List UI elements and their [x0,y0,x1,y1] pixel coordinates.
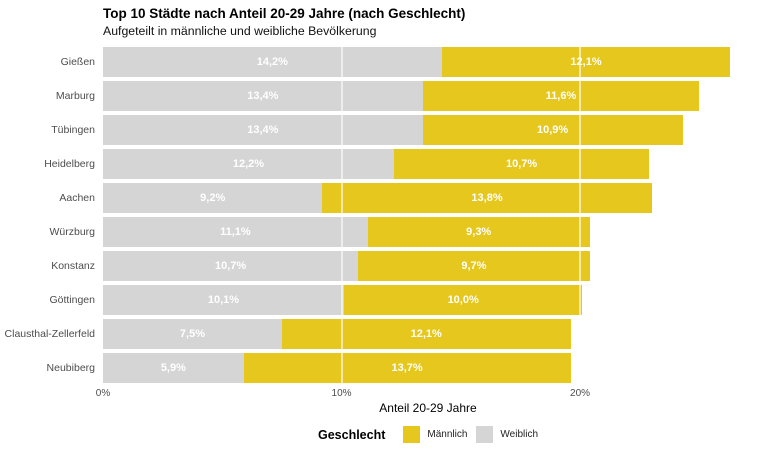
legend-swatch-male [403,426,421,443]
value-label: 10,1% [207,294,240,306]
bar-segment-male: 9,3% [367,217,590,247]
bar-row: Würzburg 11,1% 9,3% [0,215,768,249]
value-label: 11,6% [545,90,577,102]
plot-panel: Gießen 14,2% 12,1% Marburg 13,4% 11,6% Tübinge… [0,45,768,385]
bar-segment-female: 11,1% [103,217,368,247]
bar-segment-male: 12,1% [441,47,731,77]
x-tick-label: 0% [95,388,111,399]
bar-segment-female: 10,7% [103,251,359,281]
chart-title: Top 10 Städte nach Anteil 20-29 Jahre (n… [103,6,466,21]
value-label: 13,8% [471,192,503,204]
bar-row: Aachen 9,2% 13,8% [0,181,768,215]
gridline [579,45,582,385]
value-label: 9,3% [466,226,492,238]
bar-segment-male: 10,0% [343,285,583,315]
legend-swatch-female [476,426,494,443]
value-label: 10,7% [506,158,538,170]
value-label: 10,7% [215,260,247,272]
bar-segment-female: 13,4% [103,81,423,111]
value-label: 12,1% [570,56,602,68]
bar-segment-male: 13,8% [322,183,652,213]
chart-subtitle: Aufgeteilt in männliche und weibliche Be… [103,24,377,38]
legend-label: Weiblich [500,429,539,440]
bar-segment-male: 10,7% [394,149,650,179]
legend-title: Geschlecht [317,427,386,442]
bar-row: Göttingen 10,1% 10,0% [0,283,768,317]
bar-row: Heidelberg 12,2% 10,7% [0,147,768,181]
bar-track: 10,7% 9,7% [103,251,753,281]
value-label: 5,9% [160,362,186,374]
bar-segment-female: 14,2% [103,47,442,77]
bar-segment-female: 10,1% [103,285,344,315]
category-label: Heidelberg [44,158,95,170]
category-label: Aachen [59,192,95,204]
bar-segment-female: 12,2% [103,149,394,179]
legend-item: Weiblich [476,426,538,443]
legend-label: Männlich [427,429,468,440]
value-label: 9,2% [200,192,226,204]
category-label: Neubiberg [46,362,95,374]
bar-track: 10,1% 10,0% [103,285,753,315]
value-label: 9,7% [461,260,487,272]
bar-track: 14,2% 12,1% [103,47,753,77]
value-label: 13,4% [247,90,279,102]
bar-track: 12,2% 10,7% [103,149,753,179]
bar-row: Neubiberg 5,9% 13,7% [0,351,768,385]
bar-row: Tübingen 13,4% 10,9% [0,113,768,147]
bar-track: 5,9% 13,7% [103,353,753,383]
bar-row: Marburg 13,4% 11,6% [0,79,768,113]
bar-track: 13,4% 10,9% [103,115,753,145]
x-tick-label: 20% [570,388,591,399]
bar-row: Gießen 14,2% 12,1% [0,45,768,79]
value-label: 11,1% [220,226,251,238]
category-label: Marburg [55,90,95,102]
bar-track: 11,1% 9,3% [103,217,753,247]
value-label: 10,0% [447,294,479,306]
bar-segment-male: 13,7% [243,353,571,383]
value-label: 7,5% [179,328,205,340]
value-label: 13,4% [247,124,279,136]
category-label: Konstanz [51,260,95,272]
legend-item: Männlich [403,426,467,443]
bar-row: Clausthal-Zellerfeld 7,5% 12,1% [0,317,768,351]
x-axis-ticks: 0% 10% 20% [0,388,768,401]
value-label: 10,9% [537,124,569,136]
value-label: 14,2% [256,56,288,68]
bar-track: 7,5% 12,1% [103,319,753,349]
bar-row: Konstanz 10,7% 9,7% [0,249,768,283]
value-label: 12,2% [232,158,265,170]
bar-segment-male: 10,9% [422,115,683,145]
bar-track: 9,2% 13,8% [103,183,753,213]
category-label: Gießen [60,56,95,68]
legend-entries: Männlich Weiblich [403,426,538,443]
bar-segment-female: 5,9% [103,353,244,383]
category-label: Clausthal-Zellerfeld [4,328,95,340]
bar-segment-female: 9,2% [103,183,323,213]
category-label: Tübingen [51,124,95,136]
bar-segment-female: 7,5% [103,319,282,349]
value-label: 13,7% [391,362,423,374]
bar-segment-male: 12,1% [281,319,571,349]
category-label: Würzburg [49,226,95,238]
bar-segment-male: 11,6% [422,81,700,111]
legend: Geschlecht Männlich Weiblich [103,426,753,443]
gridline [340,45,343,385]
bar-segment-male: 9,7% [358,251,590,281]
x-axis-title: Anteil 20-29 Jahre [379,401,477,415]
value-label: 12,1% [410,328,442,340]
x-tick-label: 10% [331,388,352,399]
bar-segment-female: 13,4% [103,115,423,145]
category-label: Göttingen [49,294,95,306]
bar-track: 13,4% 11,6% [103,81,753,111]
